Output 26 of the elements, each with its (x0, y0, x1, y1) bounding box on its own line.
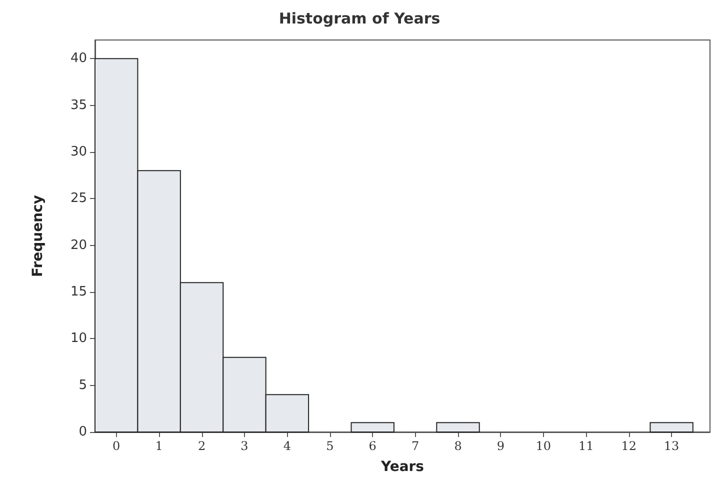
x-tick-label: 8 (454, 439, 462, 453)
x-tick-label: 2 (198, 439, 206, 453)
y-tick-label: 30 (70, 144, 87, 160)
y-axis-title: Frequency (30, 195, 46, 277)
x-tick-label: 12 (621, 439, 636, 453)
y-tick-label: 5 (78, 378, 87, 393)
x-tick-label: 4 (283, 439, 292, 453)
x-tick-label: 11 (578, 439, 594, 453)
y-tick-label: 0 (78, 424, 87, 440)
y-tick-label: 20 (70, 238, 87, 253)
x-tick-label: 1 (155, 439, 163, 453)
chart-title: Histogram of Years (278, 10, 440, 28)
x-tick-label: 6 (368, 439, 376, 453)
x-tick-label: 0 (112, 439, 120, 453)
y-tick-label: 15 (70, 284, 87, 300)
x-tick-label: 13 (664, 439, 680, 453)
y-tick-label: 10 (70, 331, 87, 346)
y-tick-label: 35 (70, 98, 87, 113)
x-tick-label: 9 (496, 439, 505, 453)
x-tick-label: 3 (240, 439, 248, 453)
x-tick-label: 10 (536, 439, 552, 453)
y-tick-label: 40 (70, 51, 87, 66)
x-tick-label: 5 (326, 439, 334, 453)
x-axis-title: Years (380, 459, 424, 475)
x-tick-label: 7 (411, 439, 420, 453)
y-tick-label: 25 (70, 191, 87, 206)
